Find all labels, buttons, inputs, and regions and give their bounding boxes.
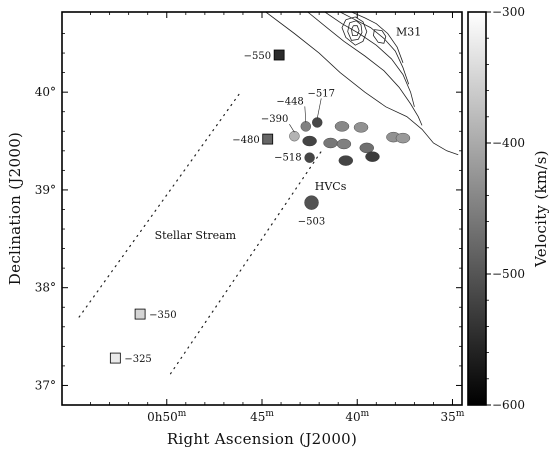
y-tick-label: 39° bbox=[35, 183, 56, 197]
chart-annotation: M31 bbox=[396, 25, 421, 38]
m31-contour bbox=[351, 12, 404, 63]
cloud-velocity-label: −350 bbox=[149, 310, 176, 321]
y-axis-label: Declination (J2000) bbox=[6, 132, 24, 285]
stellar-stream-lines bbox=[78, 93, 324, 375]
m31-contour bbox=[341, 16, 368, 46]
m31-contour bbox=[307, 12, 423, 126]
m31-contours bbox=[265, 12, 459, 156]
cloud-velocity-label: −448 bbox=[276, 96, 303, 107]
cloud-velocity-label: −503 bbox=[298, 217, 325, 228]
m31-contour bbox=[265, 12, 459, 156]
hvc-cloud bbox=[359, 142, 374, 154]
hvc-cloud bbox=[323, 137, 338, 149]
label-leader-line bbox=[316, 98, 322, 119]
hvc-cloud bbox=[289, 130, 300, 142]
colorbar-tick-label: −500 bbox=[492, 267, 525, 281]
hvc-square-marker bbox=[273, 49, 285, 61]
m31-contour bbox=[324, 12, 415, 107]
label-leader-line bbox=[289, 123, 295, 133]
colorbar-label: Velocity (km/s) bbox=[532, 150, 550, 268]
y-tick-label: 40° bbox=[35, 85, 56, 99]
hvc-cloud bbox=[336, 138, 352, 150]
cloud-labels: −550 −480 −350 −325 −448 −517 −390 −518 −503 bbox=[124, 51, 335, 365]
colorbar-ticks: −300 −400 −500 −600 bbox=[486, 5, 525, 412]
cloud-velocity-label: −518 bbox=[274, 153, 301, 164]
m31-contour bbox=[347, 20, 363, 41]
stream-boundary-line bbox=[78, 93, 240, 318]
hvc-cloud bbox=[353, 122, 369, 133]
hvc-cloud bbox=[304, 195, 319, 210]
chart-annotation: HVCs bbox=[315, 180, 347, 193]
stream-boundary-line bbox=[169, 148, 324, 375]
cloud-velocity-label: −550 bbox=[244, 51, 271, 62]
cloud-velocity-label: −517 bbox=[308, 88, 335, 99]
m31-contour bbox=[372, 29, 387, 44]
colorbar-tick-label: −400 bbox=[492, 136, 525, 150]
hvc-cloud bbox=[302, 135, 317, 147]
hvc-square-marker bbox=[109, 352, 121, 364]
hvc-clouds bbox=[109, 49, 411, 364]
x-tick-label: 0h50m bbox=[147, 409, 187, 424]
cloud-velocity-label: −480 bbox=[232, 135, 259, 146]
y-tick-label: 37° bbox=[35, 378, 56, 392]
label-leader-line bbox=[304, 106, 307, 123]
hvc-square-marker bbox=[134, 308, 146, 320]
hvc-cloud bbox=[304, 152, 315, 163]
hvc-square-marker bbox=[262, 133, 274, 145]
m31-contour bbox=[339, 12, 410, 85]
colorbar-tick-label: −300 bbox=[492, 5, 525, 19]
hvc-cloud bbox=[338, 155, 354, 166]
hvc-cloud bbox=[395, 132, 411, 144]
m31-contour bbox=[351, 25, 360, 36]
hvc-cloud bbox=[365, 151, 380, 162]
annotations: M31 HVCs Stellar Stream bbox=[155, 25, 422, 241]
x-axis-label: Right Ascension (J2000) bbox=[167, 430, 357, 448]
cloud-velocity-label: −390 bbox=[261, 114, 288, 125]
y-tick-label: 38° bbox=[35, 281, 56, 295]
hvc-cloud bbox=[334, 121, 350, 132]
chart-annotation: Stellar Stream bbox=[155, 229, 237, 242]
hvc-cloud bbox=[300, 121, 312, 132]
cloud-velocity-label: −325 bbox=[124, 354, 151, 365]
colorbar-tick-label: −600 bbox=[492, 398, 525, 412]
hvc-cloud bbox=[312, 117, 323, 128]
colorbar bbox=[467, 11, 487, 406]
